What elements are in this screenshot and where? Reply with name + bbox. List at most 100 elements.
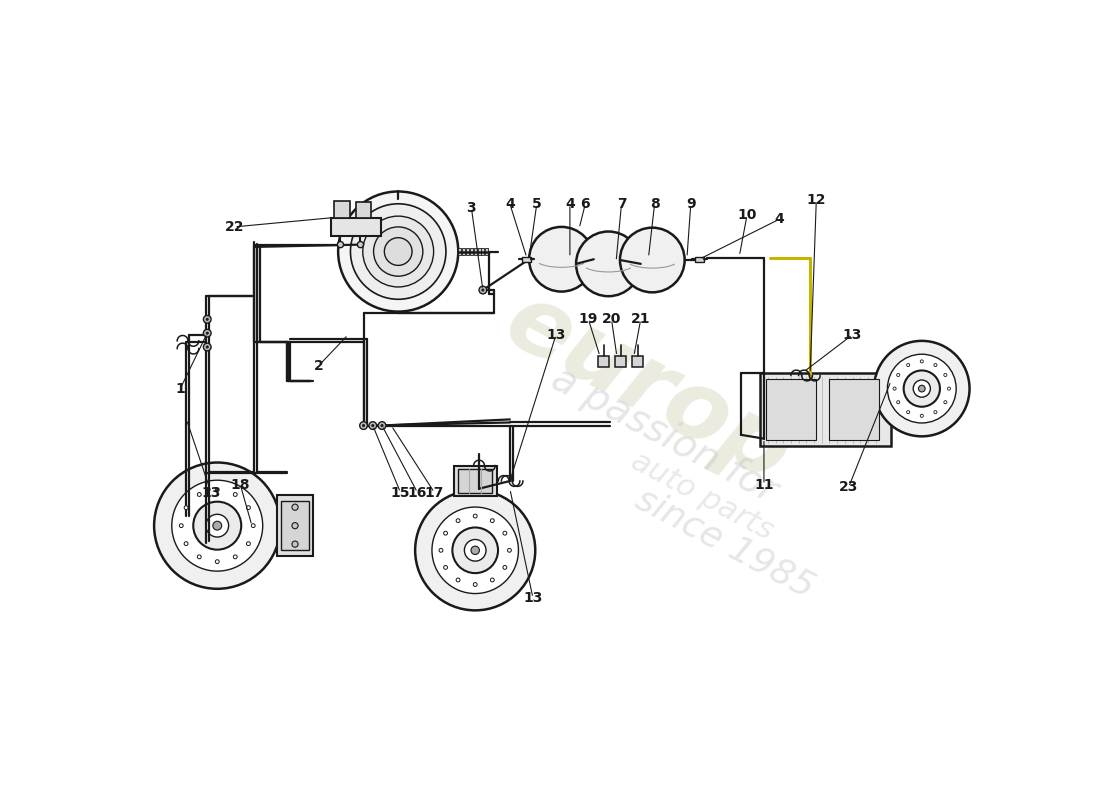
Circle shape — [439, 548, 443, 552]
Text: 13: 13 — [524, 591, 542, 605]
Circle shape — [576, 231, 641, 296]
Bar — [615, 356, 626, 367]
Circle shape — [620, 228, 684, 292]
Circle shape — [491, 578, 494, 582]
Text: 17: 17 — [425, 486, 444, 499]
Text: 3: 3 — [466, 201, 476, 214]
Text: since 1985: since 1985 — [630, 482, 821, 604]
Bar — [477, 249, 481, 254]
Bar — [466, 249, 469, 254]
Text: a passion for: a passion for — [544, 359, 783, 510]
Circle shape — [212, 522, 222, 530]
Circle shape — [204, 330, 211, 337]
Bar — [459, 249, 461, 254]
Circle shape — [480, 286, 487, 294]
Text: 4: 4 — [774, 212, 784, 226]
Bar — [462, 249, 465, 254]
Bar — [767, 379, 816, 440]
Circle shape — [529, 227, 594, 291]
Circle shape — [292, 541, 298, 547]
Circle shape — [473, 514, 477, 518]
Text: 16: 16 — [408, 486, 427, 499]
Bar — [282, 501, 309, 550]
Text: 20: 20 — [602, 312, 621, 326]
Circle shape — [206, 514, 229, 537]
Text: 4: 4 — [565, 197, 575, 211]
Bar — [522, 257, 531, 262]
Bar — [632, 356, 644, 367]
Circle shape — [904, 370, 939, 406]
Bar — [453, 466, 497, 496]
Circle shape — [874, 341, 969, 436]
Bar — [459, 470, 492, 493]
Circle shape — [432, 507, 518, 594]
Circle shape — [918, 386, 925, 392]
Circle shape — [233, 493, 238, 497]
Bar — [474, 249, 476, 254]
Circle shape — [292, 522, 298, 529]
Circle shape — [154, 462, 280, 589]
Circle shape — [482, 289, 484, 291]
Circle shape — [233, 555, 238, 558]
Circle shape — [471, 546, 480, 554]
Circle shape — [888, 354, 956, 423]
Circle shape — [452, 527, 498, 573]
Circle shape — [503, 531, 507, 535]
Circle shape — [362, 425, 365, 426]
Circle shape — [921, 360, 923, 363]
Circle shape — [443, 531, 448, 535]
Circle shape — [473, 582, 477, 586]
Circle shape — [947, 387, 950, 390]
Circle shape — [456, 578, 460, 582]
Circle shape — [216, 560, 219, 563]
Text: 2: 2 — [314, 358, 323, 373]
Circle shape — [896, 374, 900, 377]
Circle shape — [172, 480, 263, 571]
Circle shape — [503, 566, 507, 570]
Circle shape — [204, 315, 211, 323]
Text: 6: 6 — [581, 197, 590, 211]
Bar — [829, 379, 880, 440]
Circle shape — [184, 506, 188, 510]
Text: 13: 13 — [843, 328, 862, 342]
Text: 13: 13 — [547, 328, 565, 342]
Circle shape — [179, 524, 184, 527]
Text: auto parts: auto parts — [626, 446, 779, 546]
Circle shape — [360, 422, 367, 430]
Bar — [598, 356, 609, 367]
Circle shape — [184, 542, 188, 546]
Circle shape — [197, 493, 201, 497]
Circle shape — [491, 518, 494, 522]
Circle shape — [206, 318, 208, 321]
Circle shape — [934, 410, 937, 414]
Circle shape — [363, 216, 433, 287]
Circle shape — [906, 410, 910, 414]
Text: 9: 9 — [686, 197, 695, 211]
Circle shape — [893, 387, 896, 390]
Circle shape — [921, 414, 923, 418]
Text: 18: 18 — [231, 478, 250, 492]
Bar — [482, 249, 484, 254]
Bar — [356, 202, 372, 218]
Text: 23: 23 — [839, 480, 858, 494]
Circle shape — [351, 204, 446, 299]
Bar — [760, 373, 891, 446]
Circle shape — [944, 374, 947, 377]
Circle shape — [906, 363, 910, 366]
Text: 21: 21 — [631, 312, 650, 326]
Circle shape — [206, 346, 208, 348]
Bar — [485, 249, 488, 254]
Circle shape — [507, 548, 512, 552]
Bar — [331, 218, 382, 236]
Circle shape — [216, 488, 219, 491]
Circle shape — [251, 524, 255, 527]
Circle shape — [246, 506, 251, 510]
Circle shape — [204, 343, 211, 351]
Circle shape — [246, 542, 251, 546]
Circle shape — [896, 401, 900, 404]
Circle shape — [338, 242, 343, 248]
Text: 11: 11 — [755, 478, 773, 492]
Text: 7: 7 — [617, 197, 626, 211]
Circle shape — [368, 422, 376, 430]
Circle shape — [415, 490, 536, 610]
